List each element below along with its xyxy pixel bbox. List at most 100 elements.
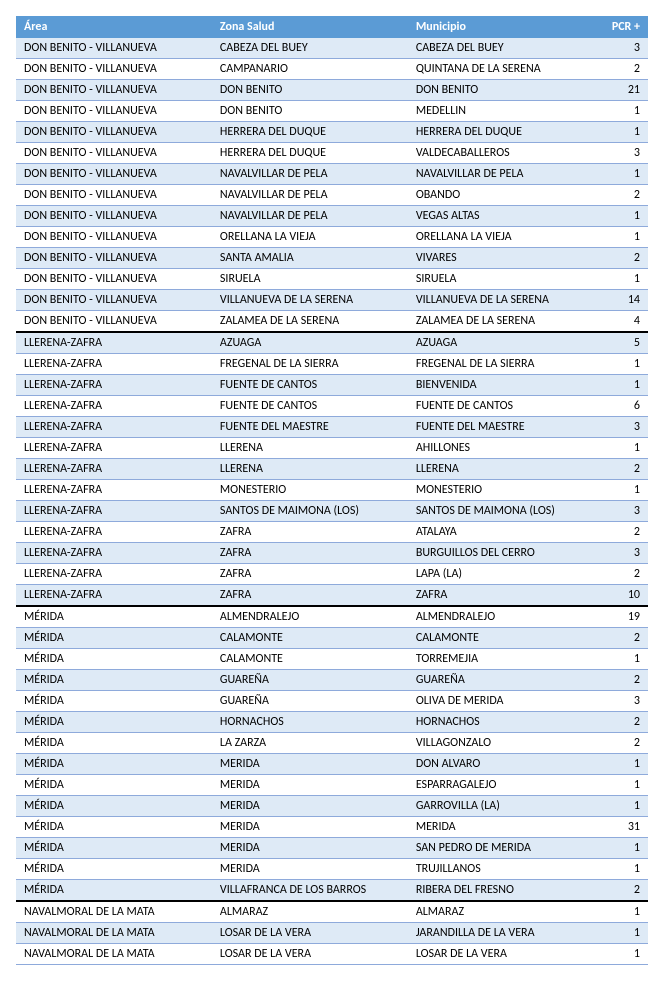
cell-municipio: GUAREÑA <box>408 670 598 691</box>
cell-area: LLERENA-ZAFRA <box>16 585 212 607</box>
cell-municipio: LAPA (LA) <box>408 564 598 585</box>
cell-zona: FUENTE DE CANTOS <box>212 396 408 417</box>
cell-area: DON BENITO - VILLANUEVA <box>16 290 212 311</box>
pcr-data-table: ÁreaZona SaludMunicipioPCR +DON BENITO -… <box>16 16 648 965</box>
cell-municipio: MONESTERIO <box>408 480 598 501</box>
cell-municipio: HORNACHOS <box>408 712 598 733</box>
cell-municipio: LOSAR DE LA VERA <box>408 944 598 965</box>
cell-area: LLERENA-ZAFRA <box>16 332 212 354</box>
cell-area: DON BENITO - VILLANUEVA <box>16 59 212 80</box>
cell-area: DON BENITO - VILLANUEVA <box>16 311 212 333</box>
cell-zona: ZALAMEA DE LA SERENA <box>212 311 408 333</box>
cell-pcr: 1 <box>597 354 648 375</box>
cell-area: LLERENA-ZAFRA <box>16 417 212 438</box>
cell-zona: LOSAR DE LA VERA <box>212 923 408 944</box>
cell-area: MÉRIDA <box>16 880 212 902</box>
cell-zona: LA ZARZA <box>212 733 408 754</box>
cell-zona: CAMPANARIO <box>212 59 408 80</box>
table-row: MÉRIDACALAMONTETORREMEJIA1 <box>16 649 648 670</box>
cell-pcr: 2 <box>597 185 648 206</box>
cell-pcr: 2 <box>597 880 648 902</box>
cell-area: DON BENITO - VILLANUEVA <box>16 122 212 143</box>
cell-municipio: VILLANUEVA DE LA SERENA <box>408 290 598 311</box>
cell-municipio: SANTOS DE MAIMONA (LOS) <box>408 501 598 522</box>
cell-municipio: MEDELLIN <box>408 101 598 122</box>
cell-municipio: TORREMEJIA <box>408 649 598 670</box>
cell-zona: GUAREÑA <box>212 691 408 712</box>
cell-zona: ZAFRA <box>212 543 408 564</box>
cell-area: LLERENA-ZAFRA <box>16 375 212 396</box>
cell-municipio: ORELLANA LA VIEJA <box>408 227 598 248</box>
cell-zona: HERRERA DEL DUQUE <box>212 122 408 143</box>
cell-municipio: GARROVILLA (LA) <box>408 796 598 817</box>
cell-zona: MERIDA <box>212 796 408 817</box>
table-row: DON BENITO - VILLANUEVADON BENITODON BEN… <box>16 80 648 101</box>
cell-pcr: 1 <box>597 754 648 775</box>
table-row: MÉRIDAALMENDRALEJOALMENDRALEJO19 <box>16 606 648 628</box>
cell-pcr: 2 <box>597 59 648 80</box>
table-row: NAVALMORAL DE LA MATALOSAR DE LA VERALOS… <box>16 944 648 965</box>
cell-zona: MERIDA <box>212 838 408 859</box>
cell-municipio: ALMENDRALEJO <box>408 606 598 628</box>
table-row: DON BENITO - VILLANUEVACAMPANARIOQUINTAN… <box>16 59 648 80</box>
cell-pcr: 14 <box>597 290 648 311</box>
cell-pcr: 1 <box>597 796 648 817</box>
table-row: DON BENITO - VILLANUEVADON BENITOMEDELLI… <box>16 101 648 122</box>
cell-municipio: VEGAS ALTAS <box>408 206 598 227</box>
cell-zona: FREGENAL DE LA SIERRA <box>212 354 408 375</box>
table-row: LLERENA-ZAFRAZAFRAATALAYA2 <box>16 522 648 543</box>
cell-municipio: FUENTE DE CANTOS <box>408 396 598 417</box>
cell-zona: NAVALVILLAR DE PELA <box>212 164 408 185</box>
cell-area: MÉRIDA <box>16 628 212 649</box>
cell-area: MÉRIDA <box>16 670 212 691</box>
cell-municipio: AZUAGA <box>408 332 598 354</box>
cell-municipio: CABEZA DEL BUEY <box>408 38 598 59</box>
cell-zona: FUENTE DE CANTOS <box>212 375 408 396</box>
cell-area: DON BENITO - VILLANUEVA <box>16 227 212 248</box>
cell-pcr: 6 <box>597 396 648 417</box>
table-row: MÉRIDAMERIDASAN PEDRO DE MERIDA1 <box>16 838 648 859</box>
cell-area: MÉRIDA <box>16 796 212 817</box>
cell-municipio: ESPARRAGALEJO <box>408 775 598 796</box>
cell-municipio: VILLAGONZALO <box>408 733 598 754</box>
cell-pcr: 21 <box>597 80 648 101</box>
cell-pcr: 1 <box>597 838 648 859</box>
cell-pcr: 3 <box>597 543 648 564</box>
cell-zona: DON BENITO <box>212 101 408 122</box>
header-pcr: PCR + <box>597 16 648 38</box>
cell-area: LLERENA-ZAFRA <box>16 459 212 480</box>
table-row: DON BENITO - VILLANUEVASIRUELASIRUELA1 <box>16 269 648 290</box>
cell-area: LLERENA-ZAFRA <box>16 543 212 564</box>
cell-municipio: FUENTE DEL MAESTRE <box>408 417 598 438</box>
cell-pcr: 1 <box>597 438 648 459</box>
cell-area: LLERENA-ZAFRA <box>16 480 212 501</box>
table-row: LLERENA-ZAFRALLERENALLERENA2 <box>16 459 648 480</box>
cell-pcr: 5 <box>597 332 648 354</box>
table-row: DON BENITO - VILLANUEVAHERRERA DEL DUQUE… <box>16 122 648 143</box>
table-row: MÉRIDAGUAREÑAGUAREÑA2 <box>16 670 648 691</box>
table-row: LLERENA-ZAFRAZAFRAZAFRA10 <box>16 585 648 607</box>
cell-zona: ALMARAZ <box>212 901 408 923</box>
cell-municipio: ALMARAZ <box>408 901 598 923</box>
cell-pcr: 10 <box>597 585 648 607</box>
cell-zona: LLERENA <box>212 459 408 480</box>
table-row: LLERENA-ZAFRAZAFRABURGUILLOS DEL CERRO3 <box>16 543 648 564</box>
cell-pcr: 1 <box>597 775 648 796</box>
cell-zona: MERIDA <box>212 754 408 775</box>
cell-zona: DON BENITO <box>212 80 408 101</box>
table-row: LLERENA-ZAFRALLERENAAHILLONES1 <box>16 438 648 459</box>
table-row: LLERENA-ZAFRAZAFRALAPA (LA)2 <box>16 564 648 585</box>
cell-area: LLERENA-ZAFRA <box>16 522 212 543</box>
cell-municipio: ZALAMEA DE LA SERENA <box>408 311 598 333</box>
table-row: MÉRIDAMERIDAMERIDA31 <box>16 817 648 838</box>
table-row: NAVALMORAL DE LA MATAALMARAZALMARAZ1 <box>16 901 648 923</box>
header-zona: Zona Salud <box>212 16 408 38</box>
cell-municipio: DON BENITO <box>408 80 598 101</box>
cell-municipio: OBANDO <box>408 185 598 206</box>
cell-pcr: 1 <box>597 164 648 185</box>
cell-pcr: 4 <box>597 311 648 333</box>
cell-pcr: 3 <box>597 38 648 59</box>
cell-zona: MERIDA <box>212 775 408 796</box>
cell-pcr: 19 <box>597 606 648 628</box>
table-row: DON BENITO - VILLANUEVANAVALVILLAR DE PE… <box>16 206 648 227</box>
